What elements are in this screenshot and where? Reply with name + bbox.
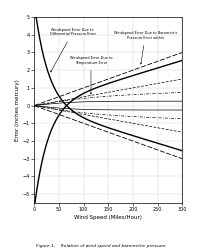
Text: Windspeed Error Due to
Differential Pressure Error: Windspeed Error Due to Differential Pres… xyxy=(50,28,96,72)
Text: Figure 1.    Relation of wind speed and barometric pressure: Figure 1. Relation of wind speed and bar… xyxy=(36,244,166,248)
Text: Windspeed Error Due to Barometric
Pressure Error within: Windspeed Error Due to Barometric Pressu… xyxy=(114,32,177,64)
Text: Windspeed Error Due to
Temperature Error: Windspeed Error Due to Temperature Error xyxy=(70,56,112,94)
X-axis label: Wind Speed (Miles/Hour): Wind Speed (Miles/Hour) xyxy=(74,215,142,220)
Y-axis label: Error (inches mercury): Error (inches mercury) xyxy=(15,79,20,141)
